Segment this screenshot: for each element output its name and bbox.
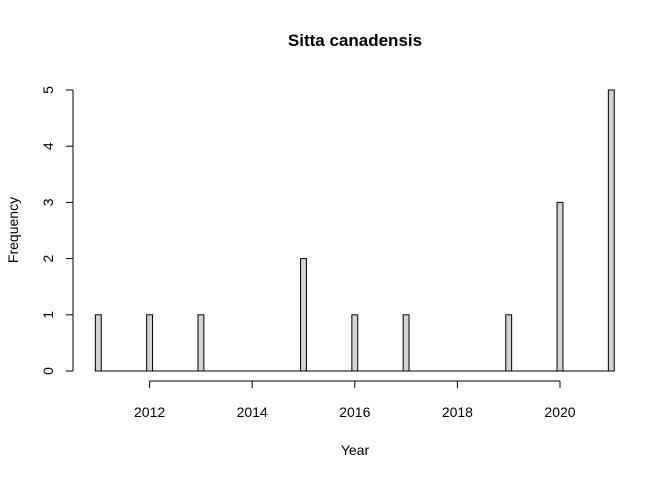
x-tick-label-2016: 2016 [339, 404, 370, 420]
y-tick-label-1: 1 [40, 311, 56, 319]
bar-2021 [607, 89, 615, 372]
bar-2020 [556, 201, 564, 372]
bar-2012 [146, 314, 154, 372]
bars [94, 89, 615, 372]
y-tick-label-5: 5 [40, 86, 56, 94]
y-tick-label-0: 0 [40, 367, 56, 375]
x-tick-label-2014: 2014 [237, 404, 268, 420]
x-tick-label-2012: 2012 [134, 404, 165, 420]
y-axis-label: Frequency [5, 197, 21, 263]
y-axis: 0 1 2 3 4 5 [40, 86, 74, 375]
x-tick-label-2020: 2020 [544, 404, 575, 420]
x-axis-label: Year [341, 442, 370, 458]
bar-2017 [402, 314, 410, 372]
chart-title: Sitta canadensis [288, 31, 422, 50]
bar-2016 [351, 314, 359, 372]
y-tick-label-3: 3 [40, 198, 56, 206]
bar-2011 [94, 314, 102, 372]
y-tick-label-4: 4 [40, 142, 56, 150]
y-tick-label-2: 2 [40, 254, 56, 262]
bar-2015 [300, 258, 307, 372]
bar-2019 [505, 314, 513, 372]
bar-2013 [197, 314, 205, 372]
x-axis: 2012 2014 2016 2018 2020 [134, 380, 576, 420]
x-tick-label-2018: 2018 [442, 404, 473, 420]
